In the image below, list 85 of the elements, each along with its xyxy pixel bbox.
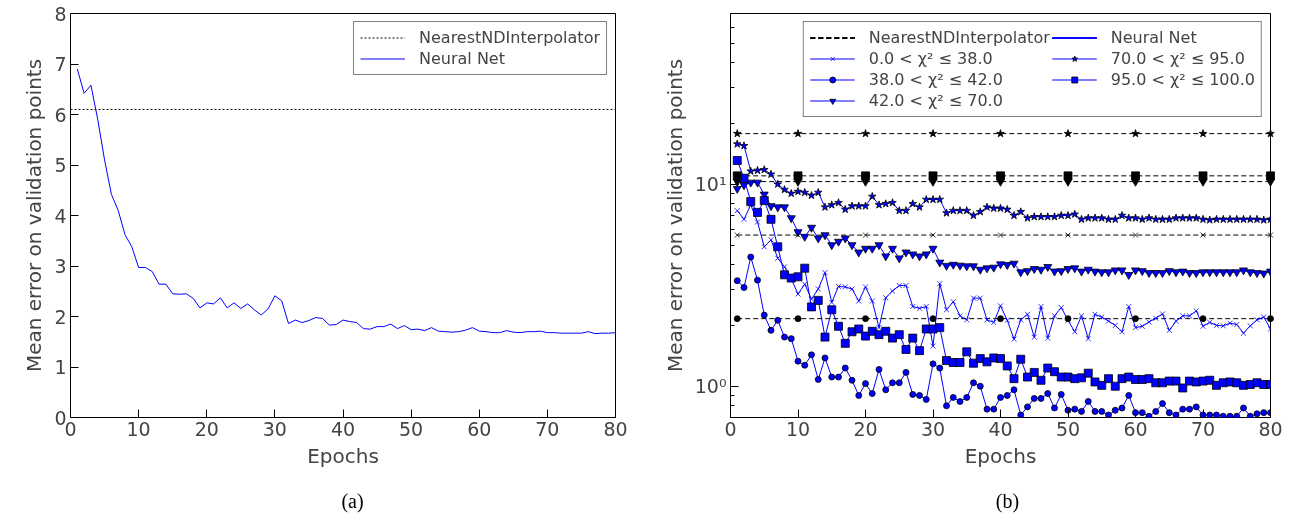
legend-label: 42.0 < χ² ≤ 70.0 [868,91,1003,110]
x-tick-label: 50 [1055,417,1081,440]
point [930,232,936,238]
y-tick-label: 8 [54,2,67,25]
text: (b) [995,489,1020,515]
y-tick-label: 6 [54,103,67,126]
x-tick-label: 80 [603,417,628,440]
point [862,232,869,238]
point [929,315,937,323]
point [996,129,1005,138]
point [1063,171,1073,181]
point [1198,171,1208,181]
x-tick-label: 20 [194,417,219,440]
y-tick-label: 3 [54,255,67,277]
x-tick-label: 50 [399,417,424,440]
point [1266,178,1275,187]
point [1131,129,1140,138]
x-tick-label: 10 [126,417,151,440]
x-tick-label: 30 [920,417,946,440]
point [1065,232,1071,238]
point [732,171,742,181]
point [861,129,870,138]
line-series [76,68,616,335]
x-tick-label: 70 [535,417,560,440]
point [793,178,803,187]
x-tick-label: 80 [1258,417,1283,440]
point [793,129,803,138]
point [861,171,870,181]
point [1266,129,1275,138]
point [1131,171,1140,181]
point [793,171,803,181]
legend-label: 0.0 < χ² ≤ 38.0 [868,49,993,68]
point [733,315,741,323]
y-tick-label: 2 [54,305,67,328]
y-tick-label: 5 [54,154,67,176]
point [732,178,742,187]
x-tick-label: 70 [1190,417,1216,440]
point [1266,171,1275,181]
point [928,129,938,138]
legend-label: 70.0 < χ² ≤ 95.0 [1110,49,1245,68]
point [862,315,869,323]
point [928,171,938,181]
point [997,315,1004,323]
x-axis-title: Epochs [964,443,1037,468]
x-tick-label: 60 [1123,417,1148,440]
y-tick-label: 10¹ [694,173,727,196]
legend-label: NearestNDInterpolator [419,28,600,47]
y-tick-label: 7 [54,53,67,75]
x-tick-label: 20 [853,417,878,440]
x-tick-label: 30 [262,417,287,440]
x-tick-label: 60 [467,417,492,440]
point [1200,232,1206,238]
legend-label: NearestNDInterpolator [868,28,1050,47]
point [734,232,741,238]
point [1131,178,1140,187]
point [794,315,802,323]
x-tick-label: 40 [330,417,356,440]
point [861,178,870,187]
x-axis-title: Epochs [307,443,379,468]
point [1132,232,1139,238]
legend-label: 38.0 < χ² ≤ 42.0 [868,70,1003,89]
point [996,171,1005,181]
y-tick-label: 4 [54,204,67,227]
y-axis-title: Mean error on validation points [662,58,687,373]
point [1063,178,1073,187]
annotation: Neural Net [1110,28,1197,47]
x-tick-label: 40 [988,417,1013,440]
y-axis-title: Mean error on validation points [22,58,47,373]
point [997,232,1004,238]
point [1267,232,1274,238]
point [1198,129,1208,138]
point [996,178,1005,187]
legend-label: 95.0 < χ² ≤ 100.0 [1110,70,1255,89]
point [1198,178,1208,187]
x-tick-label: 10 [785,417,811,440]
point [928,178,938,187]
point [1199,315,1207,323]
text: (a) [341,489,364,515]
point [1267,315,1274,323]
legend-label: Neural Net [419,49,505,68]
y-tick-label: 1 [54,356,67,378]
point [1063,129,1073,138]
y-tick-label: 10⁰ [694,375,727,398]
point [733,129,742,138]
point [1132,315,1139,323]
